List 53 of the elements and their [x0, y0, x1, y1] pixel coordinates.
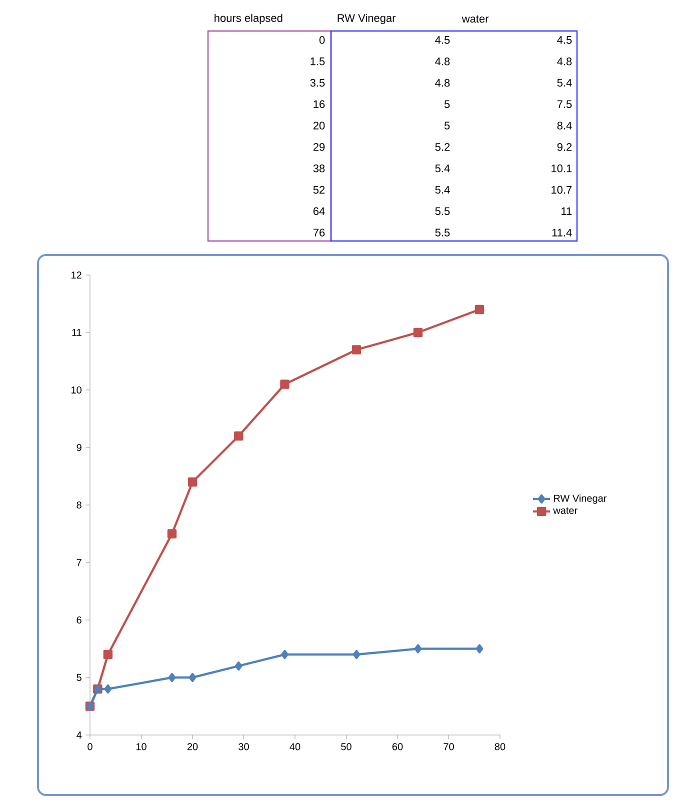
text: 5.4: [557, 78, 572, 87]
text: 5: [444, 122, 450, 130]
text: 0: [319, 36, 325, 44]
text: 4.8: [557, 58, 572, 66]
x-tick-label: 10: [136, 743, 146, 750]
text: 38: [313, 164, 325, 172]
x-tick-label: 20: [187, 743, 198, 750]
y-tick-label: 10: [72, 386, 82, 394]
y-tick-label: 6: [76, 616, 82, 624]
x-tick-label: 0: [88, 743, 92, 750]
legend-label: RW Vinegar: [554, 494, 607, 504]
x-tick-label: 50: [341, 743, 352, 750]
text: 29: [313, 143, 325, 151]
text: 1.5: [310, 58, 325, 66]
text: 76: [313, 228, 325, 236]
text: 4.5: [557, 36, 572, 44]
text: 16: [314, 100, 325, 108]
text: 8.4: [557, 122, 572, 130]
text: 64: [313, 207, 325, 216]
text: 10.1: [552, 164, 572, 172]
legend-label: water: [553, 507, 578, 514]
text: hours elapsed: [214, 14, 282, 24]
text: 20: [313, 122, 325, 130]
y-tick-label: 9: [76, 444, 82, 452]
text: 5.4: [435, 186, 450, 194]
text: water: [462, 15, 489, 23]
y-tick-label: 12: [72, 272, 82, 278]
text: 11: [562, 207, 572, 215]
x-tick-label: 30: [238, 743, 249, 750]
text: 4.8: [435, 78, 450, 87]
text: 5.4: [435, 164, 450, 172]
y-tick-label: 4: [76, 732, 82, 738]
x-tick-label: 70: [444, 743, 454, 750]
x-tick-label: 80: [494, 743, 506, 750]
text: 4.8: [435, 58, 450, 66]
x-tick-label: 40: [290, 743, 300, 750]
y-tick-label: 7: [76, 559, 82, 566]
text: 9.2: [557, 143, 572, 151]
y-tick-label: 8: [76, 501, 82, 509]
text: 5.2: [435, 143, 450, 151]
text: 10.7: [552, 186, 572, 194]
text: 11.4: [552, 228, 572, 236]
y-tick-label: 11: [72, 329, 82, 336]
text: 7.5: [557, 100, 572, 108]
text: 5.5: [435, 207, 450, 216]
text: 3.5: [310, 78, 325, 87]
x-tick-label: 60: [392, 743, 403, 750]
text: RW Vinegar: [338, 14, 396, 24]
text: 52: [313, 186, 325, 194]
text: 5: [444, 100, 450, 108]
y-tick-label: 5: [76, 674, 82, 681]
text: 5.5: [435, 228, 450, 236]
text: 4.5: [435, 36, 450, 44]
